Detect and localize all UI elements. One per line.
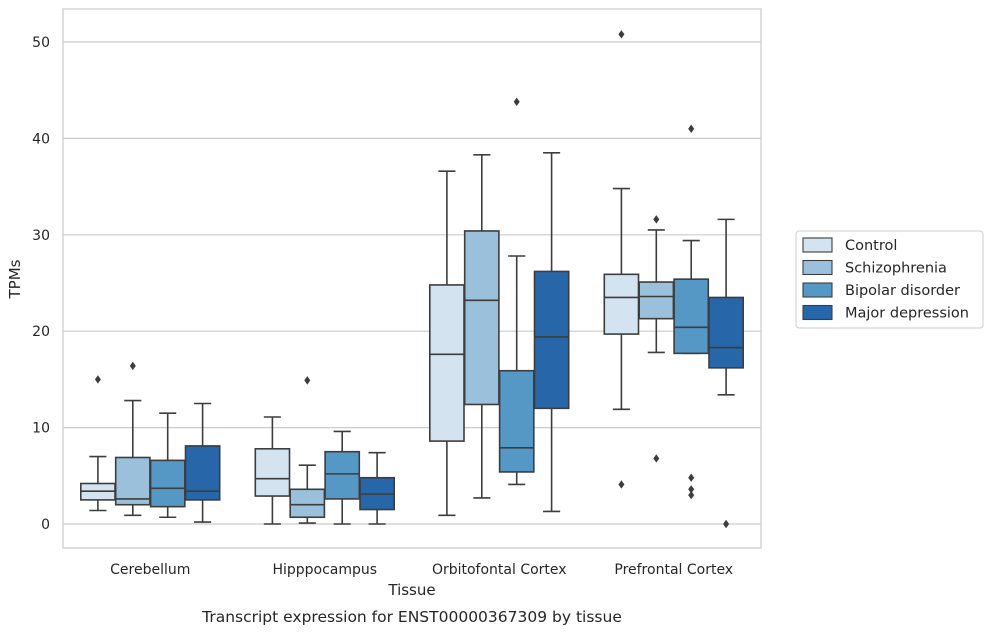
- x-axis-title: Tissue: [387, 581, 435, 599]
- box-group: [498, 97, 535, 486]
- x-tick-label: Prefrontal Cortex: [614, 562, 733, 578]
- outlier-point: [618, 30, 625, 39]
- outlier-point: [653, 215, 660, 224]
- box-group: [289, 376, 326, 524]
- y-tick-label: 0: [41, 517, 50, 533]
- x-tick-labels: Cerebellum Hipppocampus Orbitofontal Corte…: [110, 562, 733, 578]
- legend-swatch: [802, 304, 833, 321]
- box-group: [254, 416, 291, 525]
- legend-label: Control: [845, 238, 897, 254]
- box: [708, 296, 745, 369]
- outlier-point: [688, 124, 695, 133]
- y-axis-title: TPMs: [6, 259, 24, 299]
- box-group: [533, 152, 570, 513]
- box-group: [324, 430, 361, 525]
- box: [463, 230, 500, 406]
- box: [673, 278, 710, 355]
- x-tick-label: Cerebellum: [110, 562, 190, 578]
- legend-swatch: [802, 259, 833, 276]
- legend-items: Control Schizophrenia Bipolar disorder Majo…: [802, 237, 969, 322]
- box: [533, 270, 570, 410]
- legend-swatch: [802, 237, 833, 253]
- box-group: [428, 170, 465, 517]
- chart-caption: Transcript expression for ENST0000036730…: [201, 608, 622, 626]
- legend-swatch: [802, 282, 833, 298]
- y-tick-labels: 0 10 20 30 40 50: [32, 35, 50, 533]
- box-group: [359, 451, 396, 525]
- box: [498, 369, 535, 473]
- x-tick-label: Hipppocampus: [272, 562, 377, 578]
- outlier-point: [653, 454, 660, 463]
- box: [603, 273, 640, 335]
- y-tick-label: 30: [32, 228, 50, 244]
- x-tick-label: Orbitofontal Cortex: [432, 562, 567, 578]
- box: [289, 488, 326, 519]
- y-tick-label: 20: [32, 324, 50, 340]
- legend-frame: [795, 230, 984, 329]
- outlier-point: [688, 485, 695, 494]
- box-group: [463, 153, 500, 499]
- box-group: [708, 218, 745, 529]
- outlier-point: [94, 375, 101, 384]
- box-group: [673, 124, 710, 500]
- y-tick-label: 10: [32, 421, 50, 437]
- outlier-point: [688, 490, 695, 500]
- outlier-point: [513, 97, 520, 106]
- y-tick-label: 40: [32, 131, 50, 147]
- legend-label: Schizophrenia: [845, 261, 947, 277]
- y-tick-label: 50: [32, 35, 50, 51]
- outlier-point: [688, 473, 695, 482]
- box-layer: [79, 30, 745, 529]
- box: [324, 450, 361, 500]
- box-group: [638, 215, 675, 463]
- outlier-point: [304, 376, 311, 385]
- box-group: [603, 30, 640, 489]
- box-group: [184, 402, 221, 523]
- box-group: [79, 375, 116, 512]
- outlier-point: [618, 480, 625, 489]
- box: [114, 456, 151, 506]
- outlier-point: [723, 519, 730, 529]
- legend-label: Major depression: [845, 306, 969, 322]
- box: [638, 281, 675, 320]
- legend-label: Bipolar disorder: [845, 283, 960, 299]
- box-group: [149, 412, 186, 519]
- outlier-point: [129, 361, 136, 371]
- box: [149, 459, 186, 508]
- grid-layer: [63, 41, 761, 525]
- box: [428, 284, 465, 442]
- box: [254, 448, 291, 497]
- box-group: [114, 361, 151, 517]
- plot-frame: [62, 8, 762, 549]
- legend: Control Schizophrenia Bipolar disorder Majo…: [795, 230, 984, 329]
